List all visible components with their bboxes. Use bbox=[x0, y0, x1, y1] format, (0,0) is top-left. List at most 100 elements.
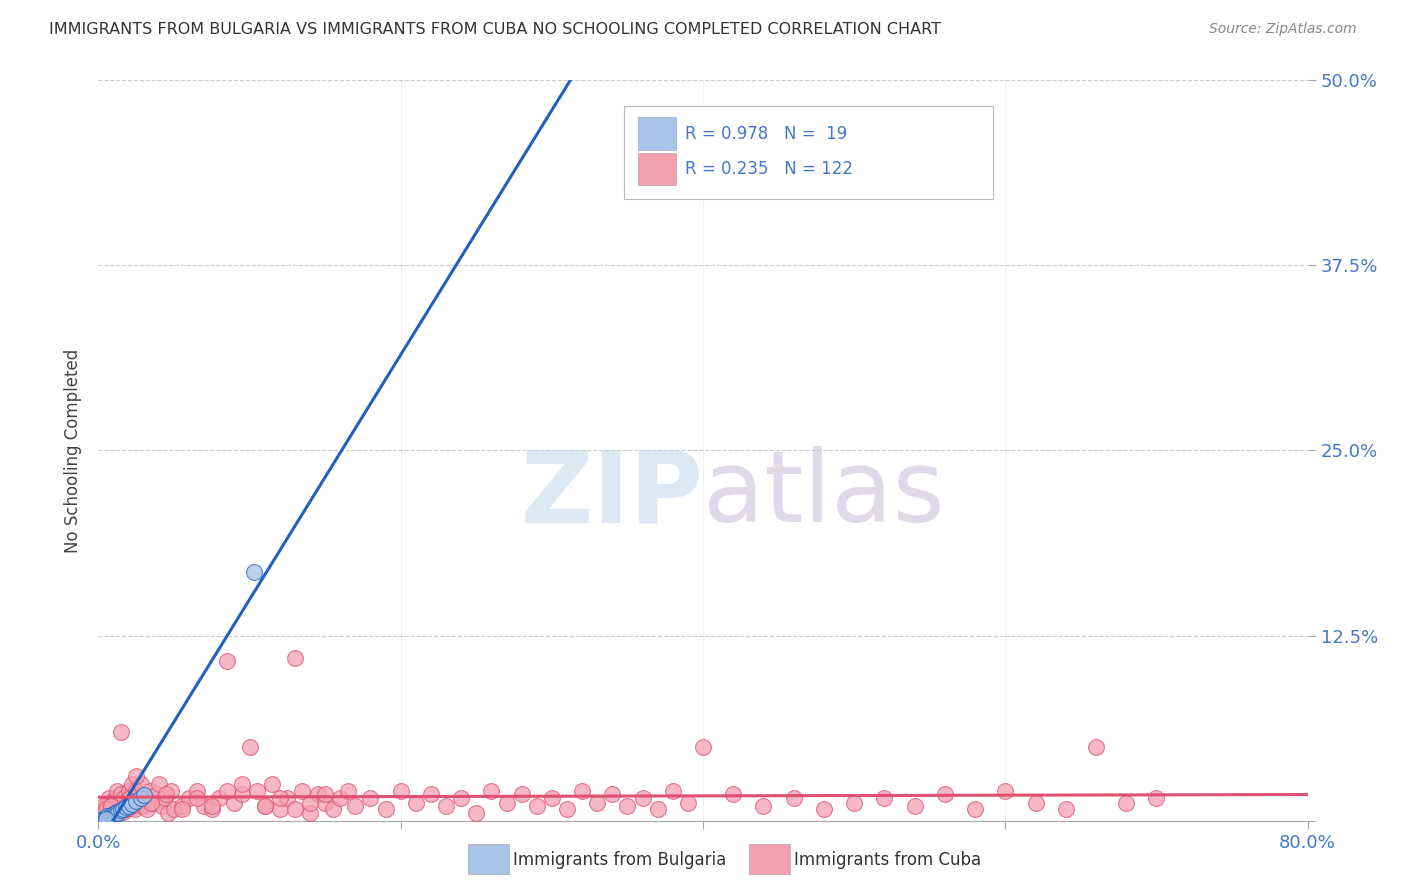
Point bbox=[114, 800, 136, 814]
Point bbox=[100, 798, 122, 813]
Point bbox=[110, 787, 132, 801]
Point bbox=[101, 802, 124, 816]
Point bbox=[231, 787, 253, 801]
Point bbox=[145, 787, 167, 801]
Point bbox=[813, 802, 835, 816]
Point bbox=[253, 798, 276, 813]
Point bbox=[153, 791, 176, 805]
Point bbox=[276, 791, 298, 805]
Point bbox=[129, 776, 152, 791]
Point bbox=[141, 796, 163, 810]
Point bbox=[96, 809, 118, 823]
FancyBboxPatch shape bbox=[638, 118, 676, 150]
Point bbox=[125, 784, 148, 798]
Point bbox=[269, 802, 291, 816]
Point bbox=[120, 791, 142, 805]
Point bbox=[127, 796, 149, 810]
Point bbox=[208, 791, 231, 805]
Text: Immigrants from Bulgaria: Immigrants from Bulgaria bbox=[513, 851, 727, 869]
Point bbox=[1054, 802, 1077, 816]
Point bbox=[112, 791, 135, 805]
Point bbox=[231, 776, 253, 791]
Point bbox=[98, 802, 121, 816]
Text: IMMIGRANTS FROM BULGARIA VS IMMIGRANTS FROM CUBA NO SCHOOLING COMPLETED CORRELAT: IMMIGRANTS FROM BULGARIA VS IMMIGRANTS F… bbox=[49, 22, 941, 37]
Point bbox=[103, 798, 125, 813]
Point bbox=[114, 798, 136, 813]
Point bbox=[723, 787, 745, 801]
Point bbox=[215, 784, 238, 798]
Point bbox=[555, 802, 578, 816]
Point bbox=[329, 791, 352, 805]
Point bbox=[98, 791, 121, 805]
Point bbox=[125, 769, 148, 783]
Point bbox=[104, 791, 127, 805]
Point bbox=[934, 787, 956, 801]
Point bbox=[155, 787, 177, 801]
Point bbox=[1085, 739, 1108, 754]
Point bbox=[150, 798, 173, 813]
Point bbox=[965, 802, 987, 816]
Point bbox=[100, 796, 122, 810]
Point bbox=[344, 798, 367, 813]
Point bbox=[132, 791, 155, 805]
Point bbox=[121, 798, 143, 813]
Point bbox=[186, 784, 208, 798]
Point bbox=[336, 784, 359, 798]
Text: Immigrants from Cuba: Immigrants from Cuba bbox=[794, 851, 981, 869]
Point bbox=[291, 784, 314, 798]
Point bbox=[307, 787, 329, 801]
Point bbox=[118, 784, 141, 798]
Point bbox=[586, 796, 609, 810]
Point bbox=[132, 789, 155, 803]
Text: Source: ZipAtlas.com: Source: ZipAtlas.com bbox=[1209, 22, 1357, 37]
Point bbox=[239, 739, 262, 754]
Point bbox=[110, 724, 132, 739]
Point bbox=[115, 802, 138, 816]
Point bbox=[105, 784, 128, 798]
Point bbox=[139, 784, 162, 798]
Point bbox=[299, 806, 322, 821]
Point bbox=[616, 798, 638, 813]
Point bbox=[434, 798, 457, 813]
Point bbox=[94, 798, 117, 813]
Point bbox=[91, 798, 114, 813]
Point bbox=[156, 806, 179, 821]
Point bbox=[994, 784, 1017, 798]
Point bbox=[284, 802, 307, 816]
Point bbox=[94, 812, 117, 826]
Point bbox=[135, 802, 157, 816]
Text: ZIP: ZIP bbox=[520, 446, 703, 543]
Point bbox=[148, 776, 170, 791]
Point bbox=[101, 809, 124, 823]
Point bbox=[160, 784, 183, 798]
Point bbox=[495, 796, 517, 810]
Text: R = 0.235   N = 122: R = 0.235 N = 122 bbox=[685, 161, 853, 178]
Point bbox=[96, 805, 118, 819]
Point bbox=[676, 796, 699, 810]
Point bbox=[142, 796, 165, 810]
Point bbox=[100, 807, 122, 822]
Point bbox=[215, 654, 238, 668]
Point bbox=[128, 787, 150, 801]
Point bbox=[107, 806, 129, 821]
Point bbox=[322, 802, 344, 816]
Point bbox=[465, 806, 488, 821]
Point bbox=[111, 802, 134, 816]
Point bbox=[122, 798, 145, 813]
Point bbox=[201, 798, 224, 813]
Point bbox=[91, 806, 114, 821]
Point bbox=[163, 802, 186, 816]
Point bbox=[374, 802, 396, 816]
Point bbox=[186, 791, 208, 805]
Point bbox=[105, 805, 128, 819]
Point bbox=[526, 798, 548, 813]
Point bbox=[224, 796, 246, 810]
Point bbox=[314, 796, 336, 810]
Point bbox=[1144, 791, 1167, 805]
Point bbox=[692, 739, 714, 754]
Point bbox=[94, 811, 117, 825]
Point bbox=[105, 805, 128, 819]
Point bbox=[124, 802, 146, 816]
Point bbox=[104, 806, 127, 821]
Point bbox=[193, 798, 215, 813]
